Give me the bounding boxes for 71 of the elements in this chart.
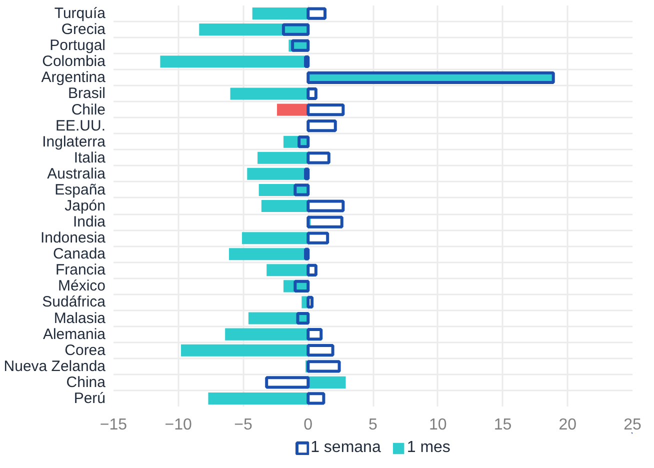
- y-tick-label: Francia: [55, 262, 106, 279]
- bar: [306, 152, 330, 164]
- bar: [306, 296, 314, 309]
- bar: [304, 248, 310, 260]
- y-tick-label: España: [54, 181, 106, 198]
- y-tick-label: Brasil: [68, 85, 106, 102]
- bar: [304, 55, 310, 68]
- x-tick-label: 15: [494, 416, 512, 434]
- bar: [291, 39, 310, 52]
- y-tick-label: Sudáfrica: [42, 294, 106, 311]
- bar: [306, 232, 330, 244]
- bar: [306, 344, 334, 357]
- bar: [258, 152, 308, 164]
- y-tick-label: Argentina: [41, 69, 106, 86]
- y-tick-label: Malasia: [54, 310, 106, 327]
- bar: [266, 264, 308, 276]
- bar: [308, 376, 346, 388]
- bar: [261, 200, 308, 212]
- y-tick-label: México: [58, 278, 106, 295]
- bar: [306, 360, 341, 373]
- bar: [282, 23, 310, 36]
- y-tick-label: Japón: [64, 198, 106, 214]
- bar: [296, 312, 310, 325]
- bar: [180, 344, 308, 356]
- y-tick-label: Portugal: [50, 37, 106, 54]
- bar: [306, 7, 326, 20]
- bar: [252, 8, 308, 20]
- legend-label: 1 mes: [406, 439, 450, 457]
- y-tick-label: Nueva Zelanda: [4, 358, 106, 375]
- y-tick-label: India: [72, 214, 106, 231]
- x-tick-label: 5: [368, 416, 378, 434]
- bar: [294, 280, 310, 293]
- bar: [306, 264, 318, 276]
- x-tick-label: 20: [558, 416, 577, 434]
- bar: [294, 184, 310, 196]
- bar: [230, 88, 308, 100]
- y-tick-label: Inglaterra: [42, 133, 106, 150]
- x-tick-label: 25: [624, 416, 642, 434]
- bar: [306, 392, 326, 405]
- legend-label: 1 semana: [310, 439, 381, 457]
- x-tick-label: −15: [100, 416, 128, 434]
- y-tick-label: Chile: [71, 101, 106, 118]
- y-tick-label: Perú: [74, 390, 106, 407]
- bar: [306, 87, 318, 100]
- bar: [225, 328, 308, 340]
- y-tick-label: Turquía: [54, 5, 106, 22]
- y-tick-label: EE.UU.: [55, 117, 106, 134]
- y-tick-label: Italia: [74, 149, 106, 166]
- x-tick-label: −10: [164, 416, 192, 434]
- bar: [306, 119, 337, 132]
- y-tick-label: Canada: [52, 246, 106, 263]
- bar: [298, 136, 310, 148]
- bar: [306, 103, 345, 116]
- y-tick-label: Colombia: [42, 53, 106, 70]
- bar: [304, 168, 310, 180]
- x-tick-label: −5: [234, 416, 252, 434]
- y-tick-label: Corea: [64, 342, 106, 359]
- bar: [208, 392, 308, 404]
- bar: [242, 232, 308, 244]
- x-tick-label: 0: [304, 416, 313, 434]
- y-tick-label: Grecia: [61, 21, 106, 38]
- y-tick-label: Alemania: [42, 326, 106, 343]
- y-tick-label: Indonesia: [40, 230, 106, 247]
- y-tick-label: Australia: [47, 165, 106, 182]
- bar: [306, 200, 345, 212]
- bar: [276, 104, 308, 116]
- bar: [265, 376, 310, 389]
- bar: [306, 216, 344, 228]
- x-tick-label: 10: [428, 416, 447, 434]
- bar: [306, 328, 323, 341]
- y-tick-label: China: [66, 374, 106, 391]
